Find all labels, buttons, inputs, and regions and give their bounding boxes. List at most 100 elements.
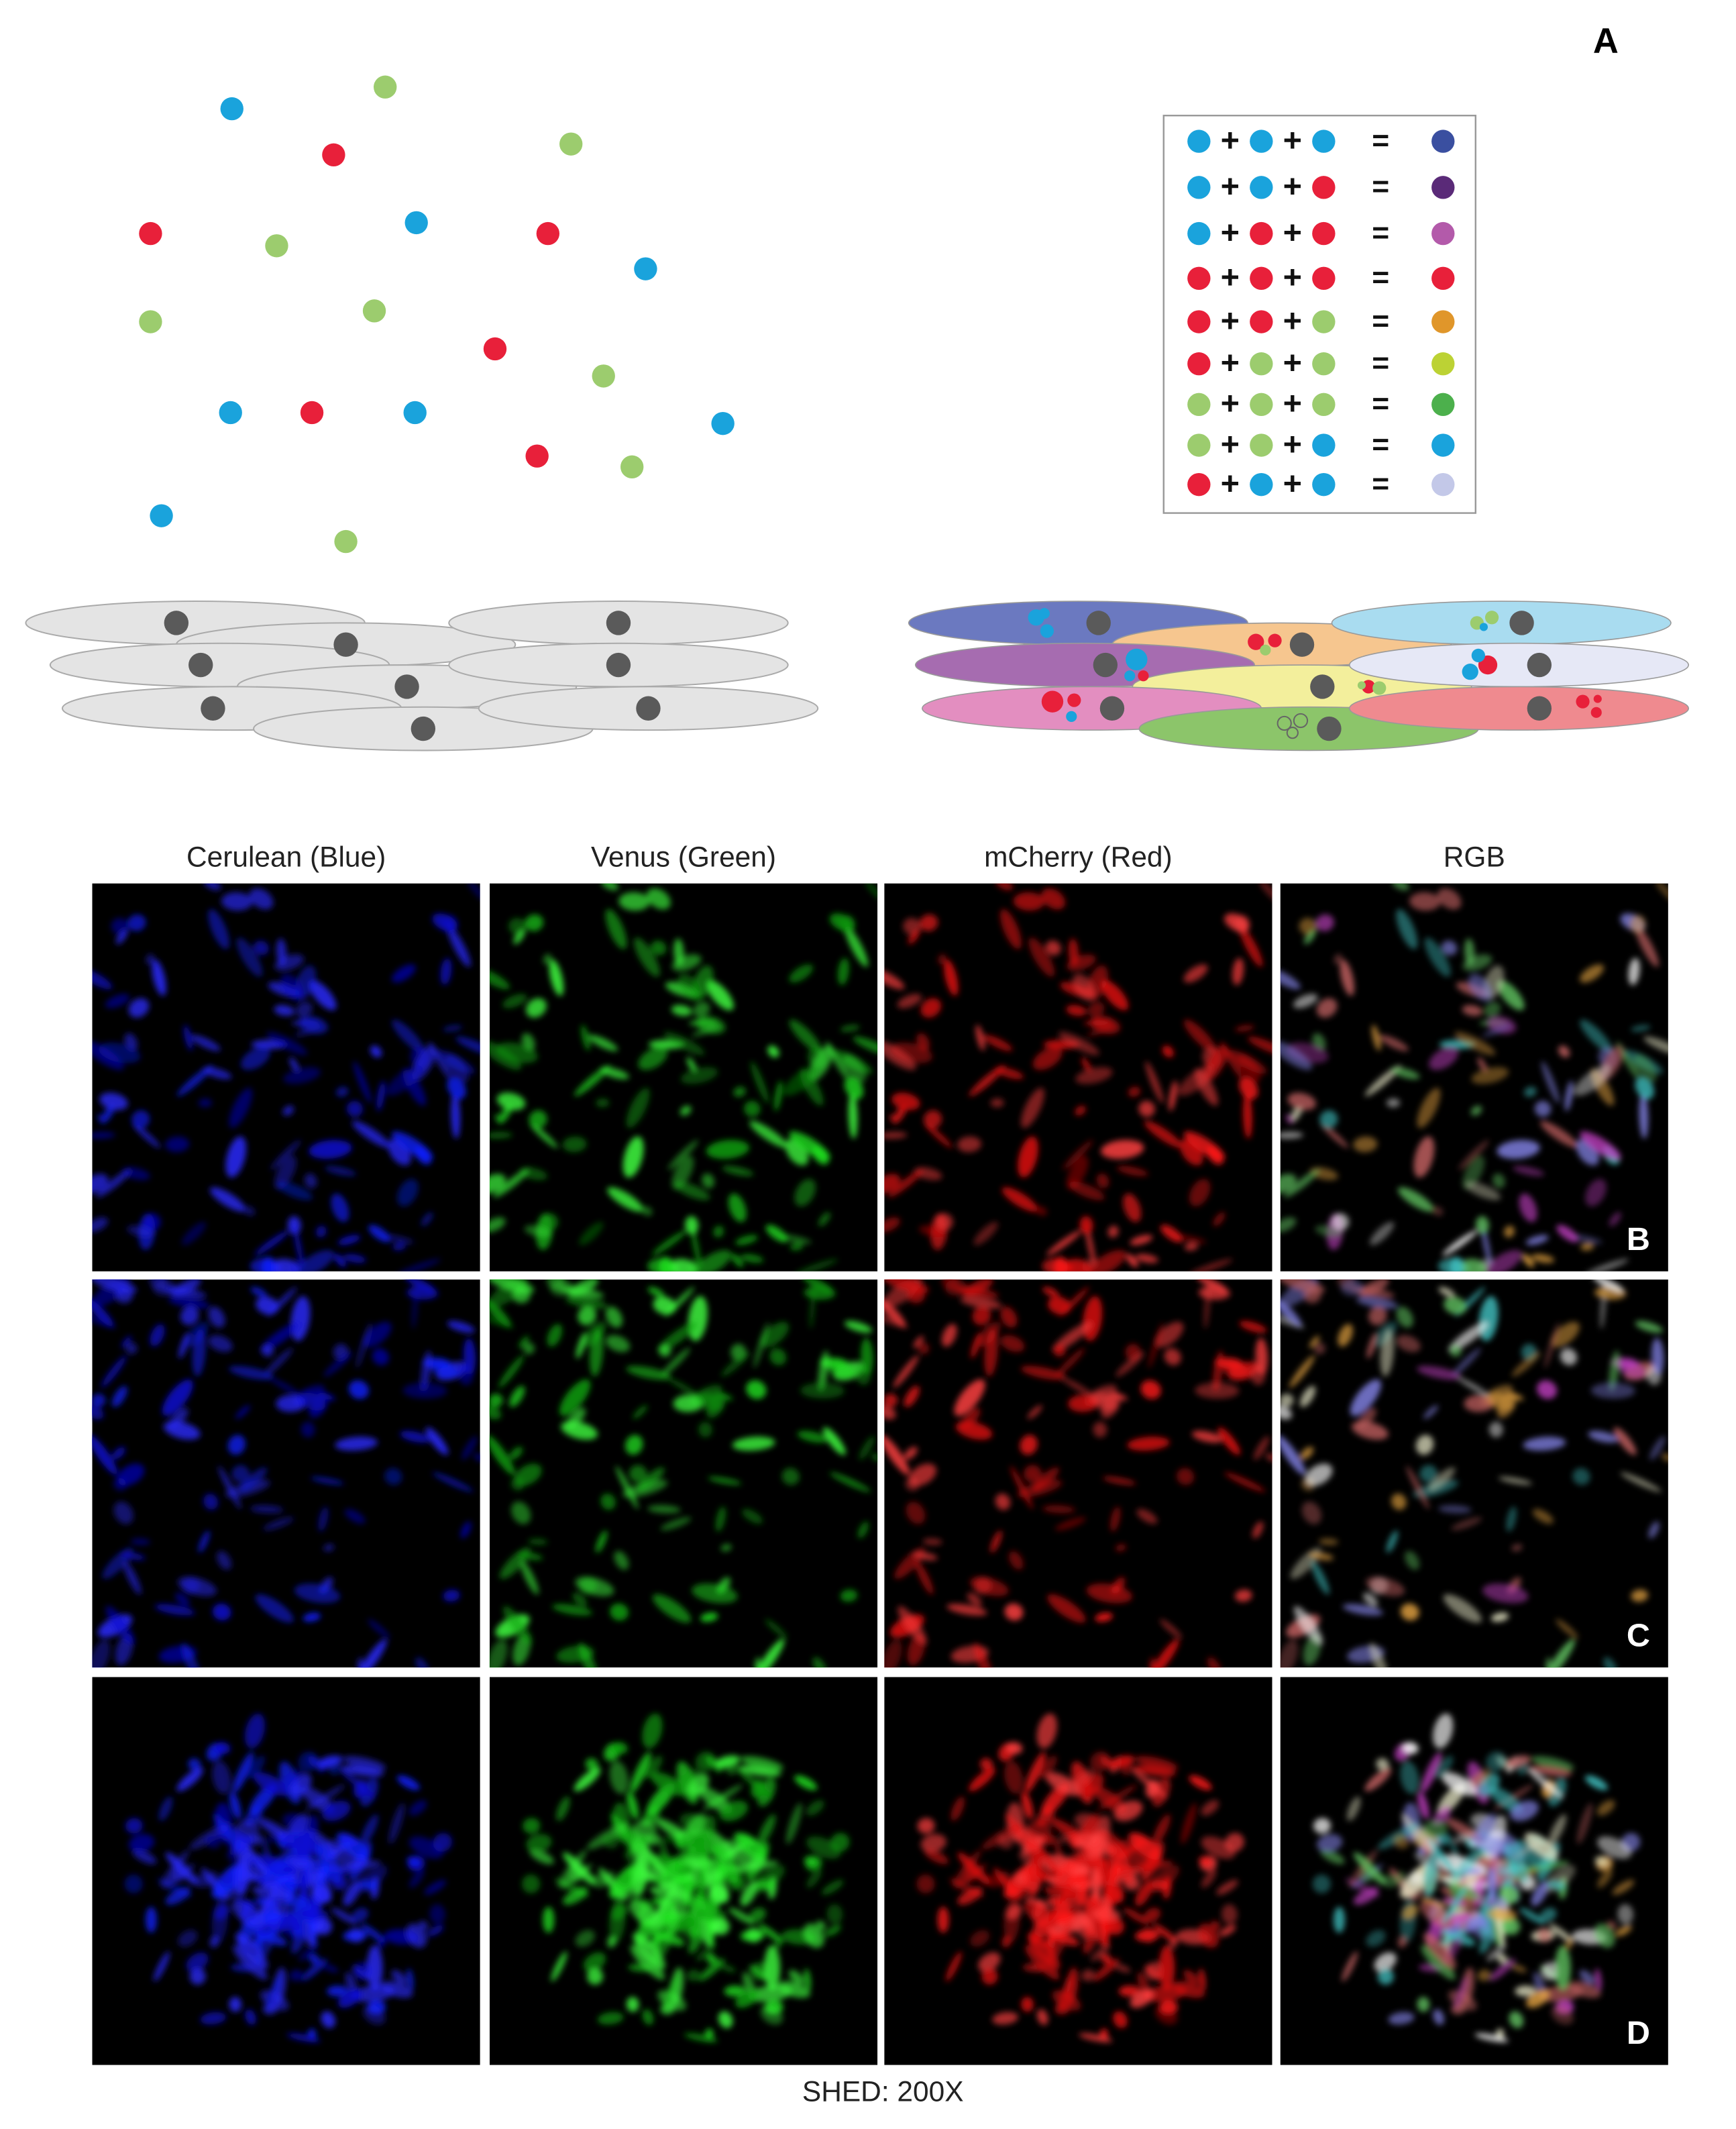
cell-signal: [92, 1040, 124, 1070]
cell-signal: [1109, 1755, 1135, 1768]
cell-signal: [1454, 1031, 1496, 1055]
cell-signal: [297, 1897, 309, 1908]
cell-signal: [143, 1213, 162, 1231]
cell-signal: [973, 1221, 998, 1245]
cell-signal: [1063, 1259, 1093, 1271]
cell-signal: [551, 1604, 593, 1616]
cell-signal: [441, 915, 458, 933]
cell-signal: [973, 1643, 993, 1668]
cell-signal: [781, 1467, 800, 1486]
cell-signal: [742, 1508, 763, 1524]
cell-signal: [1252, 1521, 1264, 1539]
cell-signal: [1021, 1997, 1034, 2012]
cell-signal: [728, 1193, 747, 1223]
cell-signal: [731, 1253, 744, 1267]
cell-signal: [274, 1004, 294, 1017]
cell-signal: [1423, 1851, 1439, 1898]
cell-signal: [318, 1506, 329, 1532]
cell-signal: [396, 1259, 441, 1271]
cell-signal: [1464, 1394, 1495, 1412]
cell-signal: [667, 1139, 699, 1170]
cell-signal: [853, 1036, 878, 1056]
cell-signal: [694, 1897, 706, 1908]
cell-signal: [266, 1976, 280, 2010]
plus-sign: +: [1283, 122, 1302, 158]
plus-sign: +: [1221, 168, 1240, 205]
cell-signal: [351, 1908, 369, 1923]
cell-signal: [610, 1603, 629, 1621]
cell-signal: [680, 1067, 718, 1084]
cell-signal: [99, 1092, 128, 1110]
cell-signal: [1631, 1589, 1649, 1602]
cell-signal: [1374, 1952, 1397, 1972]
cell-signal: [734, 1832, 767, 1860]
cell-signal: [92, 1131, 115, 1139]
cell-signal: [152, 1279, 176, 1296]
cell-signal: [455, 1036, 480, 1056]
cell-signal: [696, 1392, 724, 1411]
cell-signal: [1580, 964, 1604, 983]
cell-signal: [575, 1930, 595, 1947]
cell-signal: [229, 1365, 274, 1380]
cell-signal: [695, 1751, 716, 1772]
cell-signal: [1635, 1320, 1663, 1333]
protein-dot: [1040, 624, 1054, 638]
cell-signal: [1069, 1182, 1105, 1200]
cell-signal: [677, 974, 702, 1002]
cell-signal: [1063, 1139, 1093, 1170]
cell-signal: [392, 1019, 425, 1053]
cell-signal: [165, 1852, 199, 1885]
cell-signal: [605, 1335, 631, 1353]
protein-dot: [374, 75, 397, 99]
cell-signal: [748, 1985, 792, 2002]
cell-signal: [203, 1493, 219, 1510]
input-dot: [1250, 129, 1273, 153]
cell-signal: [290, 1926, 307, 1955]
cell-signal: [1066, 1155, 1089, 1190]
cell-signal: [205, 1834, 221, 1849]
nucleus: [164, 611, 189, 635]
micrograph: D: [1280, 1677, 1668, 2065]
cell-signal: [728, 1908, 755, 1925]
cell-signal: [313, 1917, 333, 1935]
input-dot: [1312, 176, 1336, 199]
cell-signal: [663, 1031, 705, 1055]
cells-fluorescence: [92, 883, 480, 1271]
cell-signal: [1253, 1436, 1270, 1461]
cell-signal: [1435, 1929, 1467, 1948]
cell-signal: [673, 1873, 688, 1885]
cell-signal: [1144, 1121, 1183, 1148]
cell-signal: [1178, 1065, 1215, 1096]
cell-signal: [1054, 1517, 1086, 1530]
cell-signal: [969, 1065, 1006, 1096]
cell-signal: [1511, 1351, 1541, 1377]
cell-signal: [661, 1347, 691, 1377]
cell-signal: [1427, 1467, 1456, 1492]
cell-signal: [1475, 1813, 1497, 1840]
cell-signal: [131, 1110, 150, 1129]
cell-signal: [350, 1985, 395, 2002]
cell-signal: [615, 1465, 639, 1510]
cell-signal: [1213, 1212, 1226, 1227]
cell-signal: [218, 1465, 241, 1510]
cell-signal: [574, 1065, 610, 1096]
cell-signal: [756, 1879, 775, 1890]
cell-signal: [1415, 1435, 1434, 1455]
cell-signal: [1576, 1802, 1593, 1845]
cell-signal: [990, 1530, 1002, 1553]
cell-signal: [579, 1643, 599, 1668]
cell-signal: [690, 1224, 701, 1267]
cell-signal: [353, 1061, 372, 1104]
cell-signal: [1058, 1976, 1073, 2010]
cell-signal: [1556, 1225, 1579, 1243]
cell-signal: [1519, 1193, 1537, 1223]
cell-signal: [240, 1047, 270, 1070]
cell-signal: [1216, 1879, 1238, 1896]
cell-signal: [626, 1997, 639, 2012]
cell-signal: [443, 1589, 460, 1602]
cell-signal: [898, 1606, 927, 1645]
cells-fluorescence: [522, 1713, 850, 2043]
cell-signal: [637, 1838, 667, 1877]
cell-signal: [425, 1427, 449, 1455]
